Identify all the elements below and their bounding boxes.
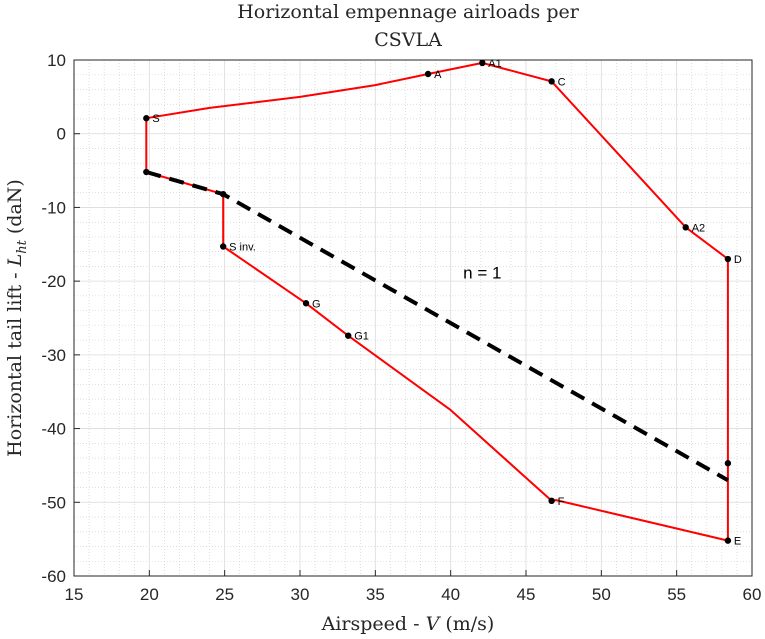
x-tick-label: 30 — [291, 585, 310, 604]
point-label: F — [558, 496, 565, 508]
y-tick-label: -20 — [41, 272, 66, 291]
point-label: C — [558, 76, 566, 88]
annotation-layer: n = 1 — [463, 263, 501, 282]
y-tick-label: 10 — [47, 51, 66, 70]
chart-title-line-2: CSVLA — [374, 29, 442, 51]
x-tick-label: 20 — [140, 585, 159, 604]
y-tick-label: -60 — [41, 567, 66, 586]
chart-title-line-1: Horizontal empennage airloads per — [237, 1, 580, 23]
x-tick-label: 55 — [667, 585, 686, 604]
load-factor-annotation: n = 1 — [463, 263, 501, 282]
point-label: A2 — [692, 222, 705, 234]
point-label: S — [152, 113, 159, 125]
x-tick-label: 25 — [215, 585, 234, 604]
x-tick-label: 50 — [592, 585, 611, 604]
envelope-point — [143, 115, 150, 122]
y-tick-label: 0 — [57, 125, 66, 144]
minor-grid — [73, 59, 753, 577]
point-label: S inv. — [229, 241, 256, 253]
points-layer: S A A1 C A2 D E F G1 G S inv. — [143, 58, 742, 548]
point-label: E — [734, 536, 741, 548]
x-tick-label: 35 — [366, 585, 385, 604]
envelope-point — [724, 460, 732, 467]
envelope-point — [424, 70, 432, 78]
x-axis-label: Airspeed - V (m/s) — [321, 613, 495, 635]
envelope-point — [724, 537, 732, 544]
series-layer — [145, 61, 729, 542]
envelope-point — [479, 59, 486, 67]
x-tick-label: 40 — [441, 585, 460, 604]
x-tick-label: 45 — [517, 585, 536, 604]
point-label: D — [734, 254, 742, 266]
load-factor-one-line — [145, 170, 729, 482]
envelope-point — [143, 168, 150, 176]
envelope-point — [548, 497, 555, 505]
envelope-point — [219, 190, 227, 198]
point-label: G1 — [354, 331, 369, 343]
envelope-point — [682, 224, 689, 231]
major-grid — [73, 59, 753, 577]
y-tick-label: -30 — [41, 346, 66, 365]
x-tick-label: 15 — [65, 585, 84, 604]
x-axis-ticks: 15 20 25 30 35 40 45 50 55 60 — [65, 570, 762, 604]
envelope-point — [302, 300, 310, 307]
y-axis-label: Horizontal tail lift - Lht (daN) — [4, 179, 30, 457]
y-tick-label: -50 — [41, 493, 66, 512]
envelope-point — [219, 243, 227, 250]
envelope-point — [548, 78, 555, 85]
y-tick-label: -40 — [41, 420, 66, 439]
plot-area-border — [73, 59, 753, 577]
y-tick-label: -10 — [41, 198, 66, 217]
envelope-point — [345, 332, 352, 339]
point-label: G — [312, 298, 321, 310]
point-label: A1 — [488, 58, 501, 70]
point-label: A — [434, 69, 442, 81]
airload-envelope-line — [145, 61, 729, 542]
envelope-point — [724, 255, 732, 263]
x-tick-label: 60 — [743, 585, 762, 604]
y-axis-ticks: -60 -50 -40 -30 -20 -10 0 10 — [41, 51, 80, 586]
